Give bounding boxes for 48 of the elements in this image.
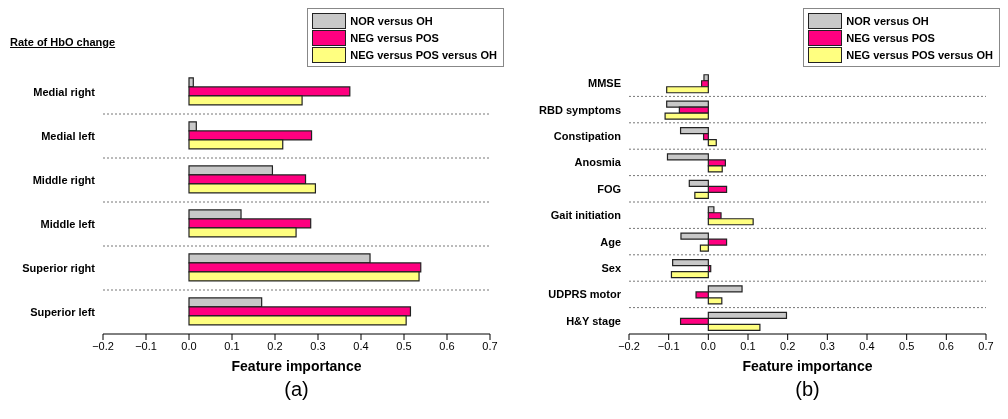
y-tick-label: Gait initiation [550, 209, 622, 222]
y-tick-label: Medial left [41, 129, 96, 142]
x-tick-label: 0.3 [310, 339, 326, 352]
x-tick-label: −0.2 [92, 339, 114, 352]
y-tick-label: Superior right [22, 261, 96, 274]
legend-label: NEG versus POS [350, 31, 439, 44]
x-tick-label: −0.1 [135, 339, 157, 352]
x-tick-label: 0.1 [224, 339, 240, 352]
y-tick-label: H&Y stage [566, 314, 621, 327]
y-tick-label: Age [600, 235, 621, 248]
legend-label: NOR versus OH [846, 14, 929, 27]
x-axis-title: Feature importance [741, 358, 874, 374]
x-tick-label: 0.3 [819, 339, 835, 352]
text: (b) [794, 378, 821, 401]
x-tick-label: −0.1 [657, 339, 680, 352]
bar [703, 74, 709, 82]
x-tick-label: 0.7 [482, 339, 498, 352]
y-tick-label: Middle left [40, 217, 96, 230]
y-tick-label: Superior left [30, 305, 96, 318]
y-tick-label: MMSE [588, 77, 621, 90]
x-tick-label: 0.1 [740, 339, 756, 352]
y-tick-label: Anosmia [574, 156, 622, 169]
legend-label: NEG versus POS [846, 31, 935, 44]
y-tick-label: Sex [601, 261, 622, 274]
x-tick-label: 0.6 [938, 339, 954, 352]
x-tick-label: 0.7 [978, 339, 994, 352]
legend-label: NEG versus POS versus OH [846, 48, 993, 61]
legend-label: NEG versus POS versus OH [350, 48, 497, 61]
y-tick-label: RBD symptoms [539, 103, 621, 116]
x-tick-label: 0.0 [181, 339, 197, 352]
chart-title: Rate of HbO change [10, 36, 116, 48]
text: (a) [283, 378, 310, 401]
y-tick-label: FOG [597, 182, 621, 195]
y-tick-label: UDPRS motor [548, 288, 622, 301]
legend-label: NOR versus OH [350, 14, 433, 27]
x-tick-label: 0.5 [396, 339, 412, 352]
x-tick-label: 0.2 [780, 339, 796, 352]
x-tick-label: 0.4 [859, 339, 875, 352]
x-tick-label: 0.5 [899, 339, 915, 352]
x-tick-label: 0.4 [353, 339, 369, 352]
x-tick-label: 0.2 [267, 339, 283, 352]
x-tick-label: −0.2 [618, 339, 640, 352]
y-tick-label: Constipation [553, 129, 622, 142]
y-tick-label: Medial right [33, 85, 96, 98]
x-axis-title: Feature importance [230, 358, 363, 374]
y-tick-label: Middle right [32, 173, 96, 186]
x-tick-label: 0.6 [439, 339, 455, 352]
x-tick-label: 0.0 [700, 339, 716, 352]
